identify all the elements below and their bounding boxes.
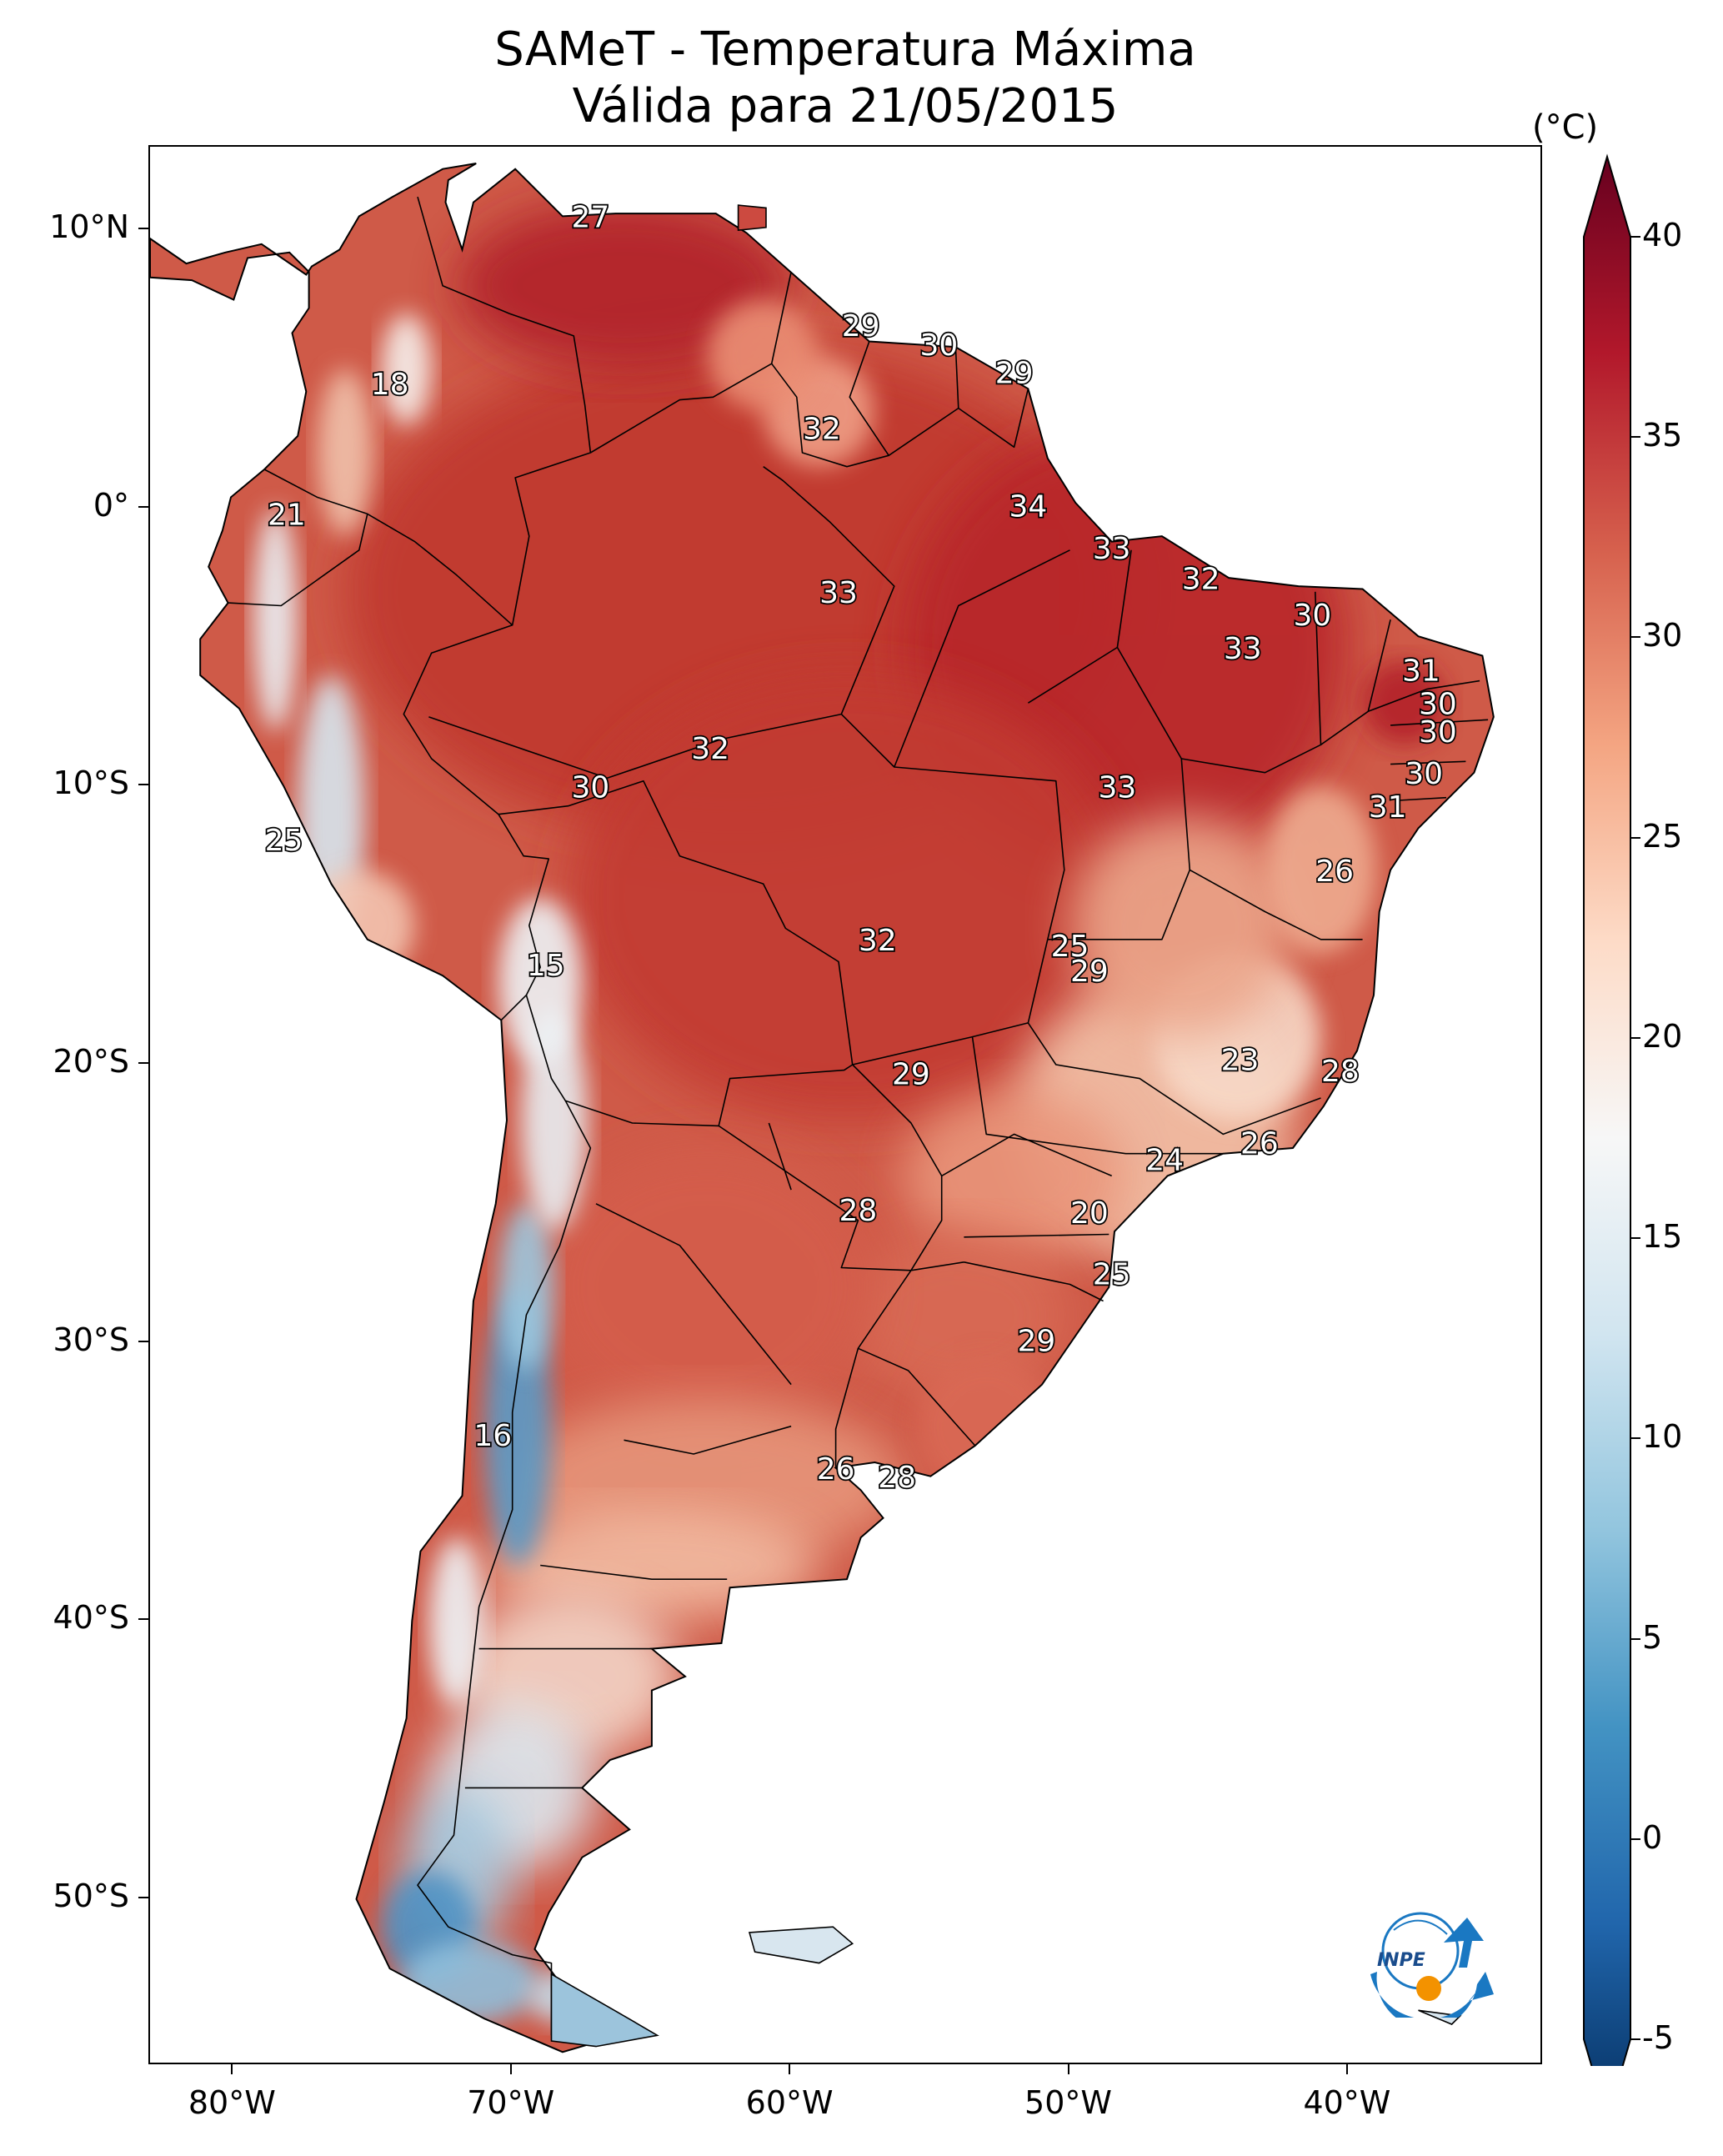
- colorbar: [1583, 153, 1631, 2066]
- colorbar-tick-label: 35: [1642, 417, 1683, 454]
- colorbar-tick-label: 10: [1642, 1418, 1683, 1456]
- station-label: 30: [1419, 688, 1457, 722]
- y-tick-label: 10°S: [53, 765, 129, 802]
- colorbar-unit: (°C): [1532, 108, 1599, 147]
- station-label: 28: [878, 1461, 916, 1495]
- y-tick-label: 40°S: [53, 1599, 129, 1637]
- colorbar-tick-label: 20: [1642, 1017, 1683, 1055]
- station-label: 31: [1402, 654, 1440, 689]
- station-label: 21: [268, 499, 306, 533]
- station-label: 25: [1051, 930, 1089, 964]
- station-label: 33: [1224, 632, 1262, 666]
- colorbar-tick-label: -5: [1642, 2019, 1674, 2056]
- y-tick: [138, 1896, 148, 1898]
- x-tick-label: 80°W: [188, 2084, 276, 2121]
- y-tick: [138, 784, 148, 786]
- station-label: 32: [803, 412, 841, 446]
- station-label: 30: [1405, 757, 1443, 791]
- station-label: 28: [1321, 1055, 1360, 1089]
- y-tick: [138, 1061, 148, 1064]
- country-borders: [228, 196, 1489, 2036]
- y-tick: [138, 228, 148, 230]
- y-tick-label: 20°S: [53, 1042, 129, 1080]
- y-tick-label: 50°S: [53, 1877, 129, 1914]
- colorbar-tick: [1630, 1838, 1640, 1840]
- islands: [550, 204, 1462, 2048]
- station-label: 29: [995, 357, 1034, 391]
- inpe-logo: INPE: [1370, 1912, 1494, 2018]
- colorbar-tick: [1630, 1036, 1640, 1039]
- station-label: 33: [1093, 532, 1131, 566]
- y-tick: [138, 1340, 148, 1342]
- map-subtitle: Válida para 21/05/2015: [572, 79, 1119, 133]
- station-label: 30: [1419, 715, 1457, 750]
- station-label: 30: [919, 328, 958, 363]
- station-label: 23: [1221, 1044, 1260, 1078]
- station-label: 30: [1293, 599, 1331, 633]
- x-tick: [509, 2064, 512, 2074]
- colorbar-tick-label: 30: [1642, 617, 1683, 654]
- colorbar-tick-label: 40: [1642, 217, 1683, 253]
- colorbar-tick: [1630, 2038, 1640, 2040]
- station-label: 26: [817, 1452, 855, 1487]
- station-label: 32: [859, 924, 897, 958]
- station-label: 26: [1240, 1127, 1279, 1161]
- x-tick: [1067, 2064, 1069, 2074]
- temperature-field: [253, 202, 1446, 2024]
- coastline: [150, 163, 1495, 2053]
- station-label: 32: [1182, 563, 1220, 597]
- colorbar-tick: [1630, 836, 1640, 839]
- logo-text: INPE: [1377, 1950, 1425, 1971]
- station-label: 25: [265, 824, 303, 858]
- station-label: 33: [819, 576, 858, 610]
- y-tick-label: 0°: [93, 486, 129, 524]
- y-tick: [138, 1618, 148, 1621]
- station-label: 28: [839, 1194, 877, 1228]
- map-area: 27 29 30 29 18 32 34 21 33 32 33 30 33 31 30 30 32 30 30 33…: [148, 145, 1542, 2064]
- station-label: 15: [527, 949, 565, 983]
- station-label: 24: [1145, 1144, 1184, 1178]
- x-tick-label: 50°W: [1024, 2084, 1112, 2121]
- x-tick: [1345, 2064, 1348, 2074]
- colorbar-tick: [1630, 636, 1640, 639]
- colorbar-tick: [1630, 1637, 1640, 1640]
- station-label: 30: [571, 771, 609, 805]
- y-tick-label: 10°N: [49, 208, 129, 246]
- y-tick: [138, 505, 148, 508]
- x-tick-label: 40°W: [1303, 2084, 1391, 2121]
- colorbar-tick: [1630, 436, 1640, 439]
- x-tick-label: 60°W: [745, 2084, 834, 2121]
- map-title: SAMeT - Temperatura Máxima: [494, 23, 1196, 77]
- colorbar-tick-label: 15: [1642, 1218, 1683, 1256]
- station-label: 20: [1070, 1196, 1109, 1231]
- station-label: 29: [1017, 1325, 1055, 1359]
- station-label: 29: [892, 1057, 930, 1091]
- station-label: 25: [1093, 1258, 1131, 1292]
- colorbar-tick: [1630, 236, 1640, 238]
- x-tick: [789, 2064, 791, 2074]
- station-label: 27: [571, 201, 609, 235]
- colorbar-tick-label: 5: [1642, 1618, 1663, 1656]
- colorbar-tick: [1630, 1237, 1640, 1240]
- station-label: 33: [1098, 771, 1136, 805]
- colorbar-tick: [1630, 1437, 1640, 1440]
- station-label: 29: [842, 309, 880, 343]
- x-tick-label: 70°W: [467, 2084, 555, 2121]
- station-label: 26: [1315, 855, 1354, 889]
- y-tick-label: 30°S: [53, 1321, 129, 1358]
- station-label: 34: [1009, 490, 1047, 524]
- station-label: 32: [691, 732, 729, 766]
- colorbar-tick-label: 25: [1642, 817, 1683, 855]
- station-label: 16: [473, 1419, 512, 1453]
- station-label: 31: [1369, 790, 1407, 825]
- colorbar-tick-label: 0: [1642, 1818, 1663, 1856]
- station-label: 29: [1070, 955, 1109, 989]
- station-label: 18: [371, 368, 409, 402]
- x-tick: [231, 2064, 233, 2074]
